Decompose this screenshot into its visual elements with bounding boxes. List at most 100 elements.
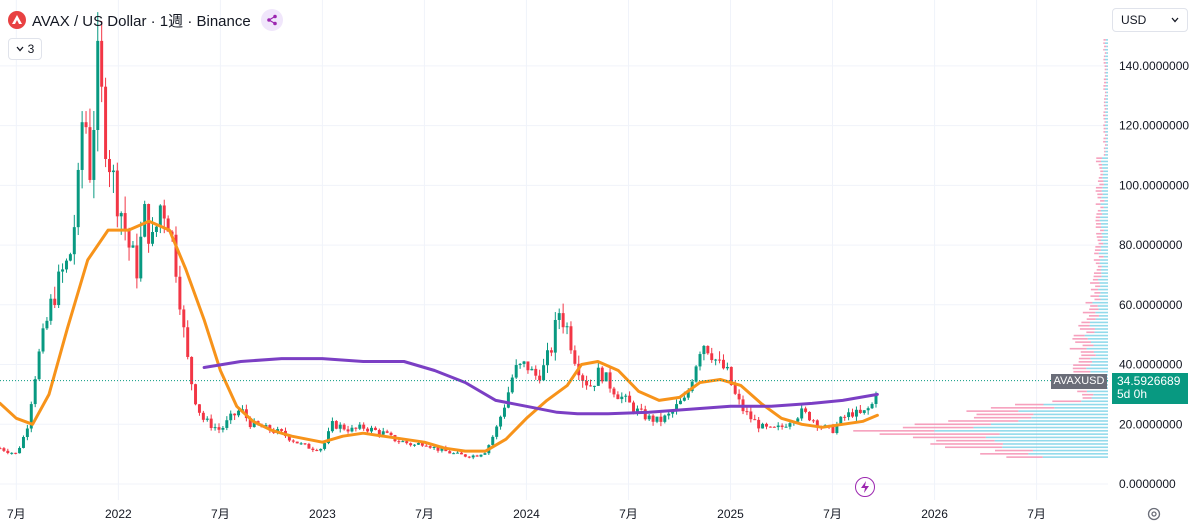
indicators-toggle-button[interactable]: 3 (8, 38, 42, 60)
volume-profile-bar-up (1104, 200, 1108, 202)
volume-profile-bar-down (1104, 91, 1107, 94)
volume-profile-bar-up (1033, 413, 1108, 416)
volume-profile-bar-up (1086, 390, 1108, 393)
candle-body (546, 350, 549, 366)
volume-profile-bar-down (948, 420, 1019, 422)
candle-body (553, 319, 557, 353)
volume-profile-bar-down (1075, 341, 1092, 343)
volume-profile-bar-up (1098, 315, 1108, 317)
events-lightning-icon[interactable] (855, 477, 875, 497)
candle-body (182, 309, 186, 328)
volume-profile-bar-up (1094, 328, 1108, 330)
candle-body (440, 447, 444, 451)
candle-body (154, 226, 158, 232)
symbol-title[interactable]: AVAX / US Dollar · 1週 · Binance (32, 12, 251, 30)
candle-body (526, 361, 530, 371)
candle-body (456, 452, 460, 454)
volume-profile-bar-down (1095, 262, 1100, 265)
currency-select[interactable]: USD (1112, 8, 1188, 32)
symbol-price-tag: AVAXUSD (1051, 374, 1107, 389)
volume-profile-bar-up (1101, 239, 1108, 242)
candle-body (315, 450, 319, 452)
volume-profile-bar-down (973, 416, 1032, 419)
candle-body (158, 205, 162, 227)
volume-profile-bar-up (1086, 367, 1108, 370)
volume-profile-bar-down (1081, 321, 1090, 324)
candle-body (479, 454, 483, 457)
candle-body (350, 427, 354, 432)
volume-profile-bar-up (1018, 410, 1108, 412)
candle-body (874, 393, 878, 404)
volume-profile-bar-down (1104, 75, 1106, 77)
volume-profile-bar-down (1104, 134, 1107, 136)
candle-body (463, 454, 467, 457)
volume-profile-bar-up (1100, 160, 1108, 163)
volume-profile-bar-up (1032, 449, 1108, 452)
candle-body (788, 423, 792, 427)
candle-body (233, 413, 237, 416)
volume-profile-bar-down (1103, 137, 1106, 140)
candle-body (92, 130, 96, 180)
candle-body (33, 379, 37, 405)
candle-body (565, 326, 569, 328)
volume-profile-bar-down (1095, 160, 1101, 163)
volume-profile-bar-down (1073, 334, 1085, 337)
volume-profile-bar-down (1095, 216, 1101, 219)
volume-profile-bar-up (1104, 117, 1108, 120)
volume-profile-bar-up (1093, 393, 1108, 396)
volume-profile-bar-up (1105, 127, 1108, 130)
candle-body (749, 411, 753, 420)
candle-body (0, 448, 2, 450)
candle-body (108, 158, 111, 173)
x-tick-label: 2022 (105, 507, 132, 521)
volume-profile-bar-up (1099, 219, 1108, 222)
volume-profile-bar-down (1073, 370, 1091, 373)
volume-profile-bar-up (1099, 295, 1108, 297)
volume-profile-bar-up (1098, 278, 1108, 281)
x-tick-label: 2026 (921, 507, 948, 521)
volume-profile-bar-down (936, 439, 995, 442)
candle-body (358, 424, 362, 429)
volume-profile-bar-down (1078, 357, 1091, 360)
volume-profile-bar-up (1081, 400, 1108, 403)
candle-body (139, 236, 143, 279)
volume-profile-bar-down (1103, 131, 1106, 133)
candle-body (334, 421, 338, 429)
candle-body (745, 411, 749, 413)
candle-body (131, 245, 135, 248)
settings-gear-icon[interactable] (1146, 506, 1162, 522)
volume-profile-bar-up (1002, 446, 1108, 449)
candle-body (123, 213, 127, 230)
volume-profile-bar-down (1077, 390, 1087, 393)
volume-profile-bar-down (1098, 242, 1104, 245)
candle-body (166, 218, 170, 232)
candle-body (41, 328, 45, 352)
share-icon[interactable] (260, 9, 283, 31)
volume-profile-bar-up (1101, 232, 1108, 235)
volume-profile-bar-down (1090, 282, 1100, 284)
candle-body (104, 86, 108, 159)
candle-body (714, 359, 718, 361)
volume-profile-bar-down (1015, 403, 1044, 406)
volume-profile-bar-down (1095, 246, 1101, 248)
volume-profile-bar-down (930, 443, 1003, 445)
volume-profile-bar-down (1103, 101, 1106, 104)
candle-body (718, 359, 722, 361)
candle-body (620, 396, 624, 400)
candle-body (49, 298, 53, 321)
candle-body (851, 412, 855, 417)
volume-profile-bar-up (1105, 150, 1108, 153)
candle-body (628, 395, 632, 403)
volume-profile-bar-up (1092, 361, 1108, 363)
volume-profile-bar-up (1098, 252, 1108, 255)
candle-body (764, 423, 768, 427)
candle-body (162, 205, 166, 219)
volume-profile-bar-up (1018, 420, 1108, 422)
volume-profile-bar-down (1093, 259, 1101, 261)
x-tick-label: 7月 (1027, 507, 1046, 521)
volume-profile-bar-down (912, 436, 986, 439)
volume-profile-bar-down (1103, 104, 1106, 107)
volume-profile-bar-up (1106, 144, 1108, 146)
candle-body (213, 427, 217, 429)
